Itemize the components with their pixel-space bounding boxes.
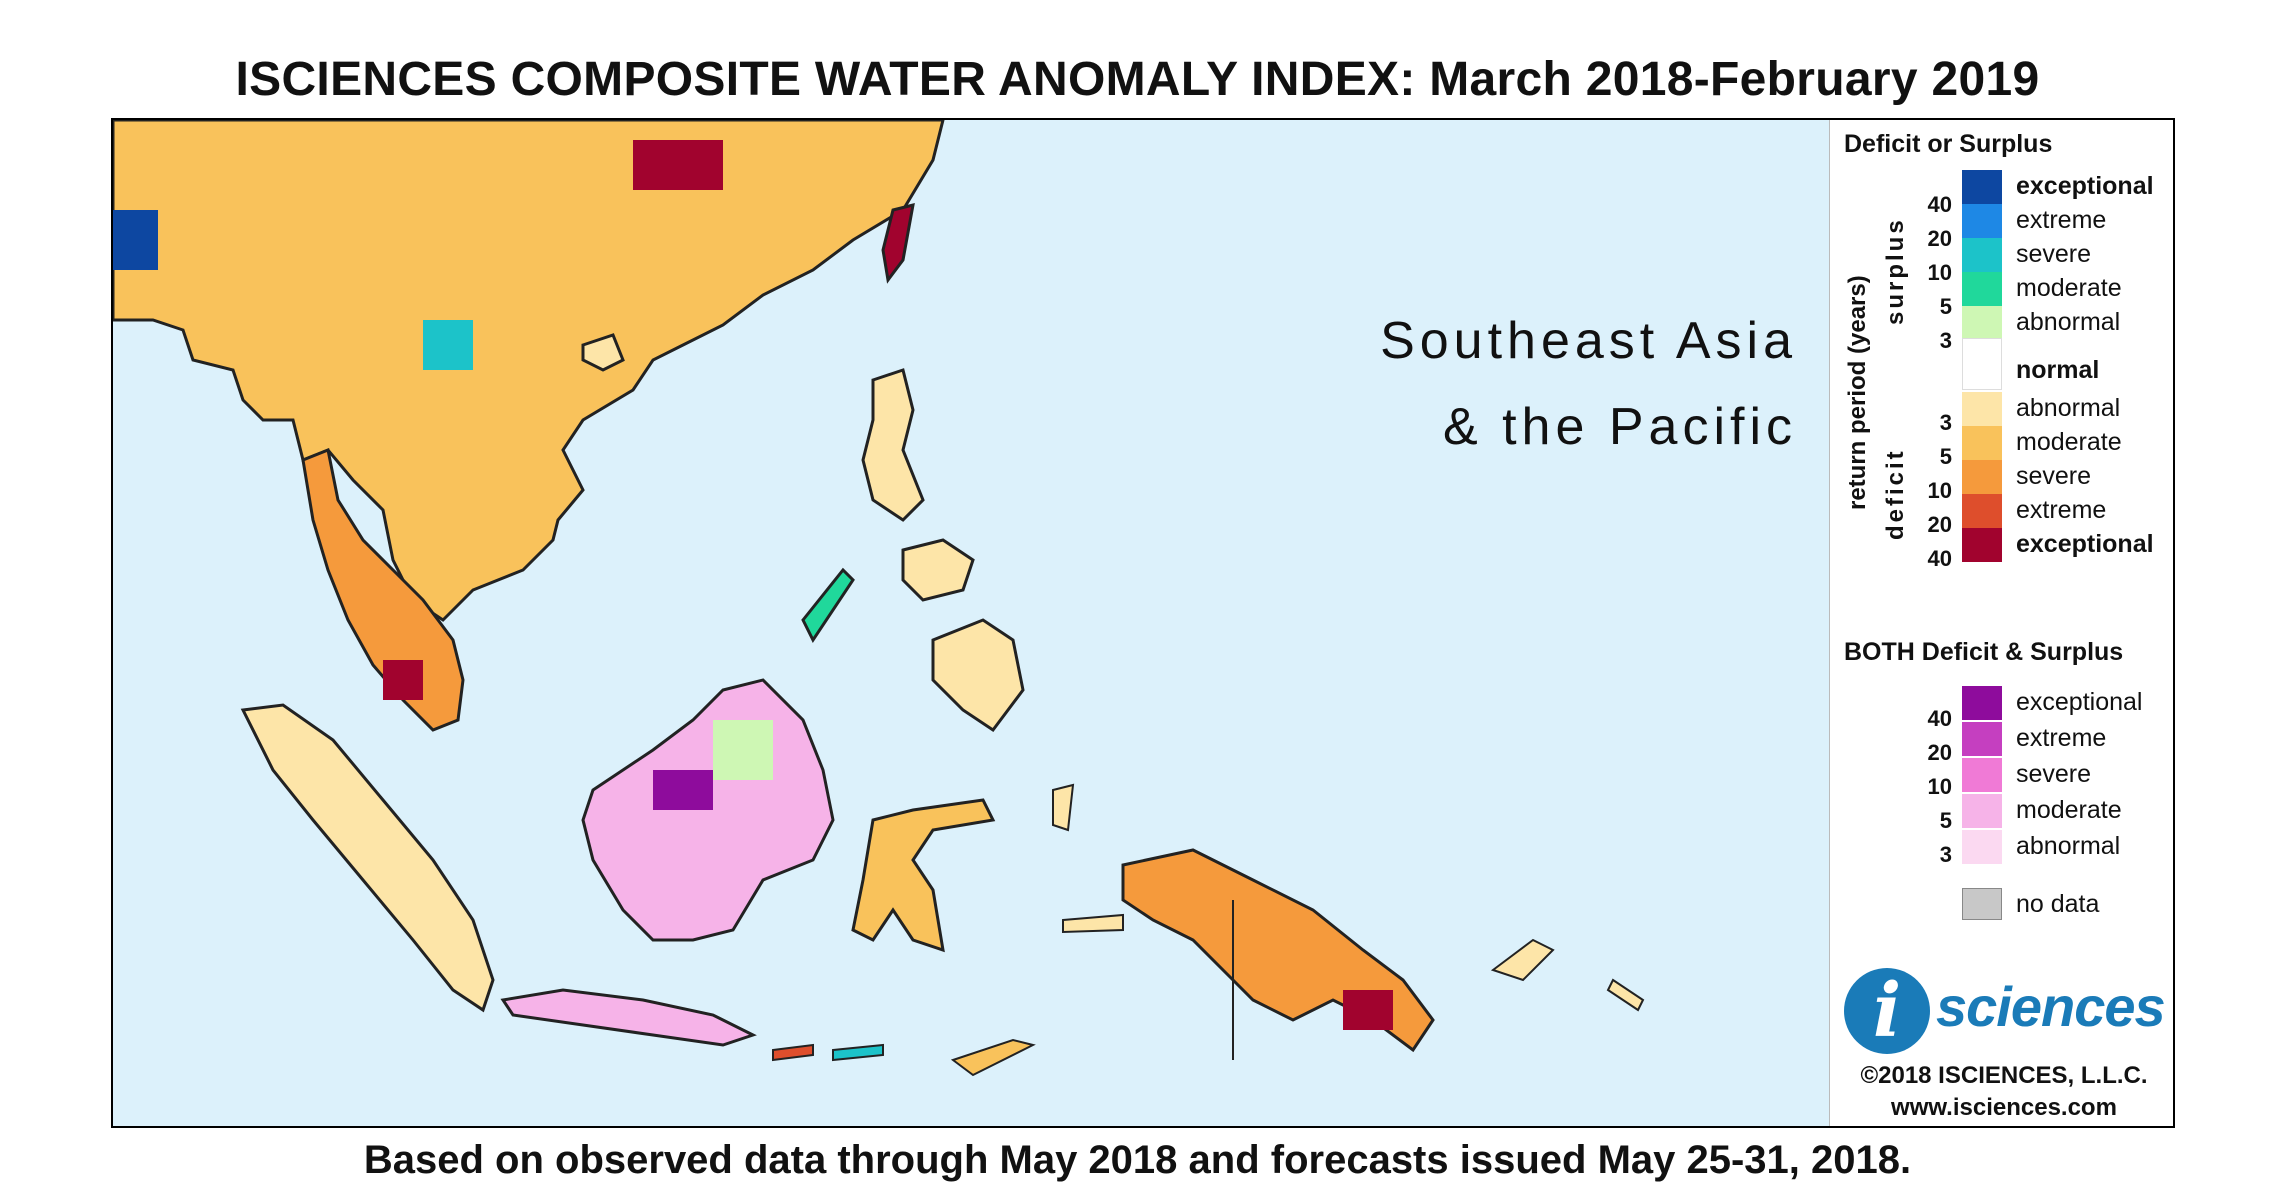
legend-surplus-swatch-exceptional — [1962, 170, 2002, 204]
surplus-patch-laos — [423, 320, 473, 370]
footer-note: Based on observed data through May 2018 … — [363, 1138, 1912, 1182]
legend-both-swatch-moderate — [1962, 794, 2002, 828]
anomaly-map — [113, 120, 1829, 1126]
logo-i-icon: i — [1844, 968, 1930, 1054]
legend-swatch-normal — [1962, 338, 2002, 390]
website-text: www.isciences.com — [1891, 1094, 2117, 1121]
halmahera — [1052, 783, 1075, 832]
legend-both-label-severe: severe — [2016, 760, 2092, 788]
seram — [1062, 913, 1124, 934]
legend-deficit-label-severe: severe — [2016, 462, 2092, 490]
region-label-line2: & the Pacific — [1442, 398, 1797, 456]
legend-label-no-data: no data — [2016, 890, 2100, 918]
legend-heading-deficit-surplus: Deficit or Surplus — [1844, 130, 2053, 158]
legend-surplus-swatch-abnormal — [1962, 306, 2002, 340]
legend-deficit-tick-3: 3 — [1939, 410, 1952, 435]
legend-surplus-tick-40: 40 — [1927, 192, 1952, 217]
surplus-patch-myanmar — [113, 210, 158, 270]
legend-surplus-label-abnormal: abnormal — [2016, 308, 2121, 336]
java — [500, 988, 757, 1047]
legend-both-swatch-exceptional — [1962, 686, 2002, 720]
mainland-asia-landmass — [113, 120, 945, 622]
legend-deficit-swatch-exceptional — [1962, 528, 2002, 562]
legend-swatch-no-data — [1962, 888, 2002, 920]
legend-both-swatch-severe — [1962, 758, 2002, 792]
region-label-line1: Southeast Asia — [1380, 312, 1797, 370]
legend-surplus-label-severe: severe — [2016, 240, 2092, 268]
deficit-patch-png — [1343, 990, 1393, 1030]
legend-deficit-tick-5: 5 — [1939, 444, 1952, 469]
mindanao — [931, 618, 1025, 733]
legend-deficit-swatch-abnormal — [1962, 392, 2002, 426]
both-patch-borneo — [653, 770, 713, 810]
legend-heading-both: BOTH Deficit & Surplus — [1844, 638, 2124, 666]
sumatra — [240, 703, 495, 1013]
lesser-sunda-1 — [772, 1043, 814, 1062]
legend-surplus-swatch-extreme — [1962, 204, 2002, 238]
legend-both-label-moderate: moderate — [2016, 796, 2122, 824]
isciences-logo: i sciences — [1844, 968, 2166, 1064]
sulawesi — [851, 798, 996, 953]
legend-surplus-label: surplus — [1882, 217, 1909, 325]
copyright-text: ©2018 ISCIENCES, L.L.C. — [1860, 1062, 2148, 1089]
lesser-sunda-2 — [832, 1043, 884, 1062]
deficit-patch-peninsula — [383, 660, 423, 700]
map-frame: Southeast Asia & the Pacific Deficit or … — [111, 118, 2175, 1128]
legend-deficit-label-extreme: extreme — [2016, 496, 2107, 524]
palawan — [801, 567, 855, 643]
legend-both-tick-3: 3 — [1939, 842, 1952, 867]
legend-deficit-swatch-severe — [1962, 460, 2002, 494]
deficit-patch-china — [633, 140, 723, 190]
legend-surplus-label-moderate: moderate — [2016, 274, 2122, 302]
logo-wordmark: sciences — [1936, 975, 2166, 1038]
legend-deficit-label-exceptional: exceptional — [2016, 530, 2154, 558]
timor — [950, 1038, 1036, 1077]
hainan — [581, 333, 625, 372]
legend-label-normal: normal — [2016, 356, 2100, 384]
legend-both-label-extreme: extreme — [2016, 724, 2107, 752]
legend-surplus-tick-20: 20 — [1927, 226, 1952, 251]
legend-axis-label: return period (years) — [1844, 275, 1871, 510]
legend-both-tick-5: 5 — [1939, 808, 1952, 833]
legend-deficit-swatch-extreme — [1962, 494, 2002, 528]
legend-both-tick-20: 20 — [1927, 740, 1952, 765]
legend-deficit-tick-10: 10 — [1927, 478, 1952, 503]
visayas — [901, 538, 975, 602]
legend-both-label-exceptional: exceptional — [2016, 688, 2143, 716]
legend-deficit-tick-20: 20 — [1927, 512, 1952, 537]
solomon-islands — [1606, 978, 1645, 1012]
legend-both-tick-10: 10 — [1927, 774, 1952, 799]
legend-surplus-tick-5: 5 — [1939, 294, 1952, 319]
luzon — [861, 368, 925, 522]
legend-deficit-label-abnormal: abnormal — [2016, 394, 2121, 422]
legend-surplus-tick-10: 10 — [1927, 260, 1952, 285]
new-britain — [1490, 938, 1555, 982]
legend-panel: Deficit or Surplus return period (years)… — [1829, 120, 2173, 1126]
region-label: Southeast Asia & the Pacific — [1377, 298, 1797, 470]
legend-deficit-tick-40: 40 — [1927, 546, 1952, 571]
map-title: ISCIENCES COMPOSITE WATER ANOMALY INDEX:… — [235, 53, 2040, 106]
legend-surplus-label-extreme: extreme — [2016, 206, 2107, 234]
legend-deficit-swatch-moderate — [1962, 426, 2002, 460]
legend-surplus-swatch-moderate — [1962, 272, 2002, 306]
legend-both-swatch-abnormal — [1962, 830, 2002, 864]
legend-surplus-tick-3: 3 — [1939, 328, 1952, 353]
legend-surplus-swatch-severe — [1962, 238, 2002, 272]
legend-both-swatch-extreme — [1962, 722, 2002, 756]
legend-both-label-abnormal: abnormal — [2016, 832, 2121, 860]
legend-deficit-label-moderate: moderate — [2016, 428, 2122, 456]
legend-deficit-label: deficit — [1882, 448, 1909, 540]
legend-surplus-label-exceptional: exceptional — [2016, 172, 2154, 200]
surplus-patch-borneo — [713, 720, 773, 780]
taiwan — [881, 202, 915, 284]
legend-both-tick-40: 40 — [1927, 706, 1952, 731]
